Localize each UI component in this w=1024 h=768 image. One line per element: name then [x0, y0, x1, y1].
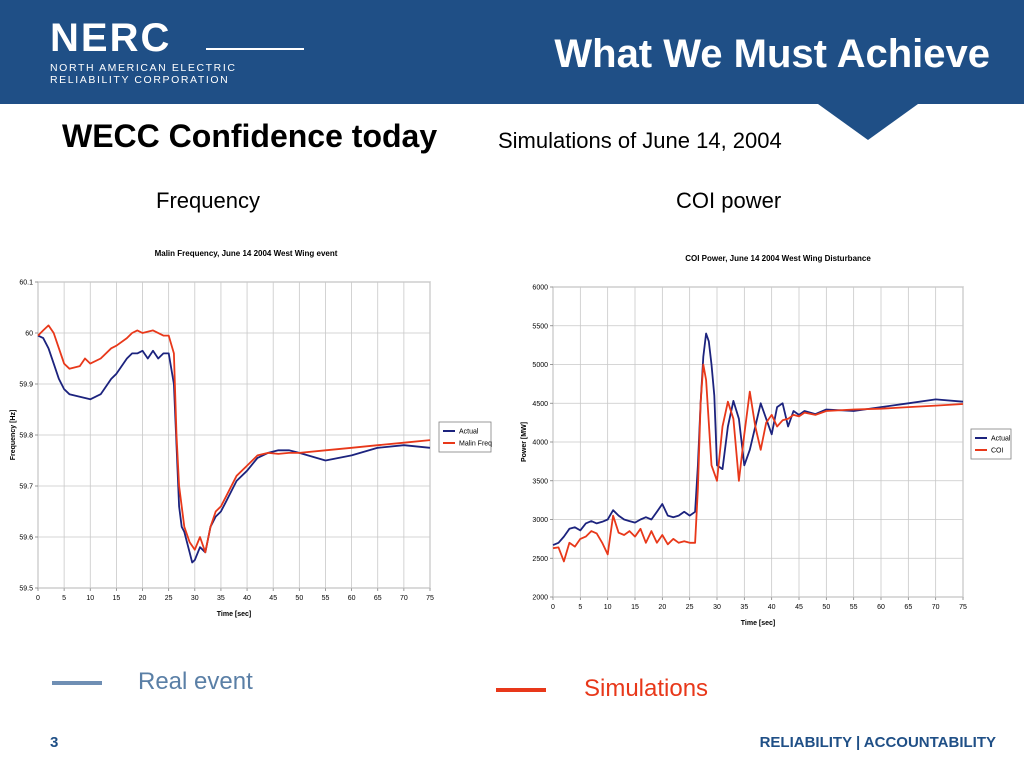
y-axis-label: Frequency [Hz]	[10, 410, 17, 461]
y-tick-label: 60.1	[19, 280, 33, 287]
x-tick-label: 55	[850, 604, 858, 611]
x-tick-label: 65	[374, 595, 382, 602]
x-tick-label: 60	[348, 595, 356, 602]
simulations-legend-label: Simulations	[584, 675, 709, 702]
y-tick-label: 59.5	[19, 586, 33, 593]
logo-rule	[206, 48, 304, 50]
y-tick-label: 59.9	[19, 382, 33, 389]
x-tick-label: 60	[877, 604, 885, 611]
logo-subtitle: NORTH AMERICAN ELECTRIC RELIABILITY CORP…	[50, 62, 237, 86]
x-tick-label: 30	[191, 595, 199, 602]
slide-title: What We Must Achieve	[554, 32, 990, 76]
y-tick-label: 2500	[532, 556, 548, 563]
y-tick-label: 59.6	[19, 535, 33, 542]
chart-title: COI Power, June 14 2004 West Wing Distur…	[685, 254, 871, 263]
x-tick-label: 45	[795, 604, 803, 611]
x-tick-label: 0	[551, 604, 555, 611]
chart-legend: Actual Malin Freq	[438, 421, 492, 453]
page-number: 3	[50, 734, 59, 751]
x-tick-label: 40	[768, 604, 776, 611]
x-tick-label: 0	[36, 595, 40, 602]
x-tick-label: 50	[295, 595, 303, 602]
series-line-malin-freq	[37, 324, 431, 554]
x-tick-label: 10	[604, 604, 612, 611]
x-tick-label: 35	[740, 604, 748, 611]
x-tick-label: 25	[165, 595, 173, 602]
header-banner-notch	[818, 104, 918, 140]
x-tick-label: 45	[269, 595, 277, 602]
y-tick-label: 6000	[532, 285, 548, 292]
y-tick-label: 5000	[532, 362, 548, 369]
real-event-legend-label: Real event	[138, 668, 253, 695]
series-line-actual	[37, 334, 431, 564]
x-tick-label: 40	[243, 595, 251, 602]
x-tick-label: 5	[62, 595, 66, 602]
x-tick-label: 75	[426, 595, 434, 602]
x-tick-label: 20	[658, 604, 666, 611]
legend-entry-label: COI	[991, 448, 1004, 455]
x-tick-label: 70	[400, 595, 408, 602]
y-tick-label: 4000	[532, 440, 548, 447]
y-tick-label: 59.7	[19, 484, 33, 491]
y-tick-label: 60	[25, 331, 33, 338]
frequency-chart: Malin Frequency, June 14 2004 West Wing …	[10, 249, 492, 618]
section-subheading: Simulations of June 14, 2004	[498, 128, 782, 153]
legend-entry-label: Actual	[459, 429, 479, 436]
simulations-legend-swatch	[496, 688, 546, 692]
frequency-panel-label: Frequency	[156, 188, 260, 213]
series-line-coi	[552, 363, 964, 563]
footer-tagline: RELIABILITY | ACCOUNTABILITY	[759, 734, 996, 751]
legend-entry-label: Actual	[991, 436, 1011, 443]
y-tick-label: 4500	[532, 401, 548, 408]
logo-word: NERC	[50, 16, 172, 60]
chart-legend: Actual COI	[970, 428, 1012, 460]
x-tick-label: 70	[932, 604, 940, 611]
coi-power-panel-label: COI power	[676, 188, 782, 213]
x-tick-label: 55	[322, 595, 330, 602]
x-tick-label: 10	[86, 595, 94, 602]
x-tick-label: 35	[217, 595, 225, 602]
x-tick-label: 75	[959, 604, 967, 611]
x-tick-label: 65	[904, 604, 912, 611]
y-tick-label: 59.8	[19, 433, 33, 440]
x-tick-label: 25	[686, 604, 694, 611]
real-event-legend-swatch	[52, 681, 102, 685]
nerc-logo: NERC NORTH AMERICAN ELECTRIC RELIABILITY…	[50, 16, 304, 86]
x-tick-label: 30	[713, 604, 721, 611]
logo-line-2: RELIABILITY CORPORATION	[50, 74, 230, 86]
x-tick-label: 15	[631, 604, 639, 611]
logo-line-1: NORTH AMERICAN ELECTRIC	[50, 62, 237, 74]
y-axis-label: Power [MW]	[521, 422, 528, 462]
x-tick-label: 15	[113, 595, 121, 602]
y-tick-label: 3500	[532, 478, 548, 485]
y-tick-label: 3000	[532, 517, 548, 524]
chart-title: Malin Frequency, June 14 2004 West Wing …	[155, 249, 338, 258]
x-axis-label: Time [sec]	[217, 611, 252, 618]
header-banner	[0, 0, 1024, 104]
x-tick-label: 20	[139, 595, 147, 602]
x-tick-label: 50	[822, 604, 830, 611]
section-heading: WECC Confidence today	[62, 118, 438, 154]
legend-box	[970, 428, 1012, 460]
y-tick-label: 5500	[532, 323, 548, 330]
x-axis-label: Time [sec]	[741, 620, 776, 627]
legend-box	[438, 421, 492, 453]
x-tick-label: 5	[578, 604, 582, 611]
y-tick-label: 2000	[532, 595, 548, 602]
legend-entry-label: Malin Freq	[459, 441, 492, 448]
coi-power-chart: COI Power, June 14 2004 West Wing Distur…	[521, 254, 1012, 627]
